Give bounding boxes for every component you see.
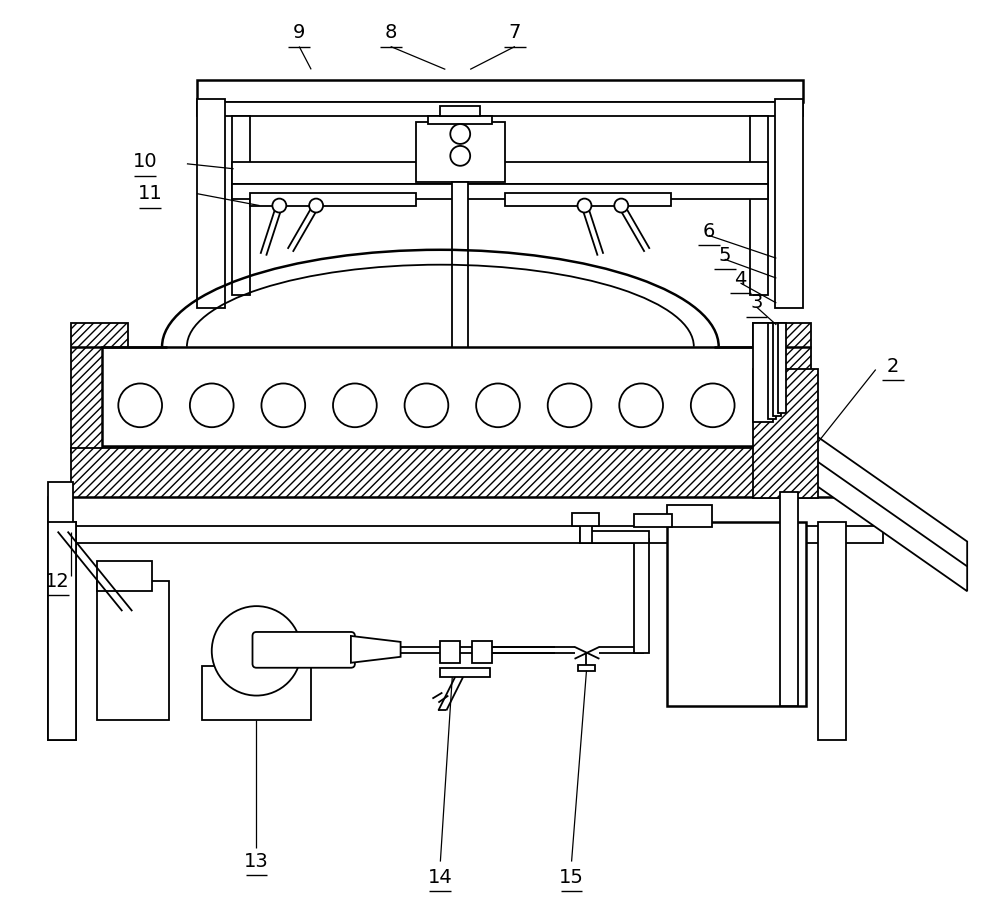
Bar <box>667 522 806 705</box>
Bar <box>48 522 76 572</box>
Bar <box>197 80 803 102</box>
Circle shape <box>405 384 448 427</box>
Bar <box>232 183 768 198</box>
Bar <box>780 491 798 705</box>
Bar <box>202 666 311 720</box>
Bar <box>580 530 649 543</box>
Bar <box>102 347 778 446</box>
Text: 15: 15 <box>559 868 584 887</box>
Bar <box>750 116 768 295</box>
Bar <box>48 497 883 526</box>
Text: 4: 4 <box>734 269 747 289</box>
Circle shape <box>619 384 663 427</box>
Circle shape <box>190 384 234 427</box>
Text: 8: 8 <box>384 23 397 42</box>
Bar <box>818 522 846 740</box>
Bar <box>197 102 803 116</box>
Bar <box>428 116 492 124</box>
Bar <box>48 577 60 615</box>
Text: 3: 3 <box>750 293 763 313</box>
Bar <box>48 522 76 740</box>
Bar <box>250 193 416 206</box>
Circle shape <box>548 384 591 427</box>
Bar <box>97 561 152 591</box>
Circle shape <box>309 198 323 212</box>
Bar <box>778 323 786 413</box>
Text: 6: 6 <box>703 222 715 241</box>
Bar <box>634 538 649 653</box>
Circle shape <box>333 384 377 427</box>
Bar <box>440 641 460 663</box>
Circle shape <box>212 606 301 695</box>
Bar <box>452 182 468 364</box>
Text: 5: 5 <box>718 246 731 265</box>
Bar <box>48 529 66 581</box>
Circle shape <box>118 384 162 427</box>
Bar <box>580 522 592 543</box>
Bar <box>48 526 883 543</box>
Bar <box>773 323 781 416</box>
Bar <box>416 122 505 182</box>
Bar <box>472 641 492 663</box>
Text: 14: 14 <box>428 868 453 887</box>
Bar <box>753 369 818 498</box>
Bar <box>71 323 128 452</box>
Polygon shape <box>768 402 967 591</box>
Bar <box>97 581 169 720</box>
Text: 12: 12 <box>45 572 70 591</box>
Bar <box>232 116 250 295</box>
Circle shape <box>261 384 305 427</box>
Bar <box>48 522 76 740</box>
Bar <box>505 193 671 206</box>
Bar <box>753 323 811 452</box>
Bar <box>753 323 773 422</box>
Bar <box>440 106 480 116</box>
Circle shape <box>272 198 286 212</box>
Text: 10: 10 <box>133 152 157 171</box>
Bar <box>768 323 776 420</box>
Circle shape <box>450 124 470 144</box>
Bar <box>634 514 672 526</box>
Text: 9: 9 <box>293 23 305 42</box>
Bar <box>197 100 225 308</box>
Polygon shape <box>351 636 401 663</box>
Text: 11: 11 <box>138 184 162 203</box>
FancyBboxPatch shape <box>253 632 355 668</box>
Bar <box>572 513 599 526</box>
Text: 7: 7 <box>509 23 521 42</box>
Circle shape <box>691 384 735 427</box>
Bar <box>775 100 803 308</box>
Circle shape <box>450 146 470 166</box>
Bar <box>71 448 811 498</box>
Circle shape <box>476 384 520 427</box>
Circle shape <box>578 198 591 212</box>
Bar <box>232 162 768 183</box>
Polygon shape <box>440 668 490 677</box>
Text: 13: 13 <box>244 852 269 871</box>
Text: 2: 2 <box>886 357 899 376</box>
Bar <box>578 665 595 670</box>
Bar <box>667 504 712 526</box>
Circle shape <box>614 198 628 212</box>
Bar <box>48 482 73 532</box>
